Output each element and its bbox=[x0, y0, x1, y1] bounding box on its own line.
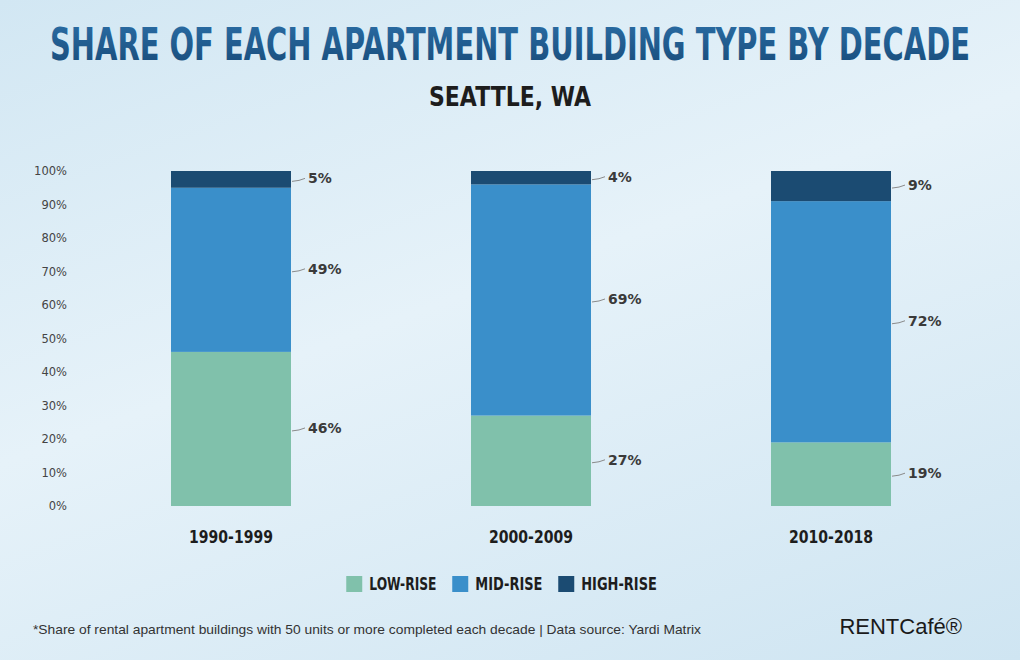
legend-swatch bbox=[346, 576, 362, 592]
y-tick-label: 10% bbox=[41, 466, 67, 480]
label-leader bbox=[592, 299, 605, 302]
data-label: 27% bbox=[608, 452, 642, 468]
y-tick-label: 80% bbox=[41, 231, 67, 245]
data-label: 19% bbox=[908, 465, 942, 481]
legend-swatch bbox=[452, 576, 468, 592]
y-tick-label: 90% bbox=[41, 198, 67, 212]
bar-segment bbox=[771, 201, 891, 442]
legend-label: LOW-RISE bbox=[369, 574, 436, 594]
bar-segment bbox=[471, 184, 591, 415]
legend-label: HIGH-RISE bbox=[581, 574, 657, 594]
data-labels: 46% 27% 19% 49% 69% 72% 5% 4% 9% bbox=[292, 169, 942, 481]
data-label: 9% bbox=[908, 177, 932, 193]
bar-segment bbox=[471, 416, 591, 506]
y-tick-label: 60% bbox=[41, 298, 67, 312]
chart: SHARE OF EACH APARTMENT BUILDING TYPE BY… bbox=[0, 0, 1020, 660]
footnote: *Share of rental apartment buildings wit… bbox=[33, 622, 701, 637]
subtitle: SEATTLE, WA bbox=[429, 81, 591, 112]
bar-segment bbox=[171, 188, 291, 352]
y-tick-label: 40% bbox=[41, 365, 67, 379]
y-tick-label: 30% bbox=[41, 399, 67, 413]
bars bbox=[171, 171, 891, 506]
x-tick-label: 2000-2009 bbox=[489, 527, 573, 547]
label-leader bbox=[892, 321, 905, 324]
x-tick-label: 2010-2018 bbox=[789, 527, 873, 547]
data-label: 5% bbox=[308, 170, 332, 186]
bar-segment bbox=[771, 171, 891, 201]
y-tick-label: 100% bbox=[34, 164, 67, 178]
y-tick-label: 20% bbox=[41, 432, 67, 446]
data-label: 49% bbox=[308, 261, 342, 277]
data-label: 4% bbox=[608, 169, 632, 185]
x-tick-label: 1990-1999 bbox=[189, 527, 273, 547]
data-label: 72% bbox=[908, 313, 942, 329]
label-leader bbox=[292, 428, 305, 431]
bar-segment bbox=[171, 352, 291, 506]
label-leader bbox=[292, 269, 305, 272]
data-label: 46% bbox=[308, 420, 342, 436]
y-tick-label: 50% bbox=[41, 332, 67, 346]
legend-swatch bbox=[558, 576, 574, 592]
label-leader bbox=[592, 177, 605, 180]
bar-segment bbox=[171, 171, 291, 188]
bar-segment bbox=[471, 171, 591, 184]
logo: RENTCafé® bbox=[839, 614, 962, 639]
label-leader bbox=[892, 185, 905, 188]
label-leader bbox=[892, 473, 905, 476]
label-leader bbox=[292, 178, 305, 181]
label-leader bbox=[592, 460, 605, 463]
y-tick-label: 70% bbox=[41, 265, 67, 279]
legend-label: MID-RISE bbox=[475, 574, 542, 594]
bar-segment bbox=[771, 442, 891, 506]
data-label: 69% bbox=[608, 291, 642, 307]
title: SHARE OF EACH APARTMENT BUILDING TYPE BY… bbox=[50, 19, 970, 70]
y-tick-label: 0% bbox=[49, 499, 67, 513]
legend: LOW-RISE MID-RISE HIGH-RISE bbox=[346, 574, 657, 594]
